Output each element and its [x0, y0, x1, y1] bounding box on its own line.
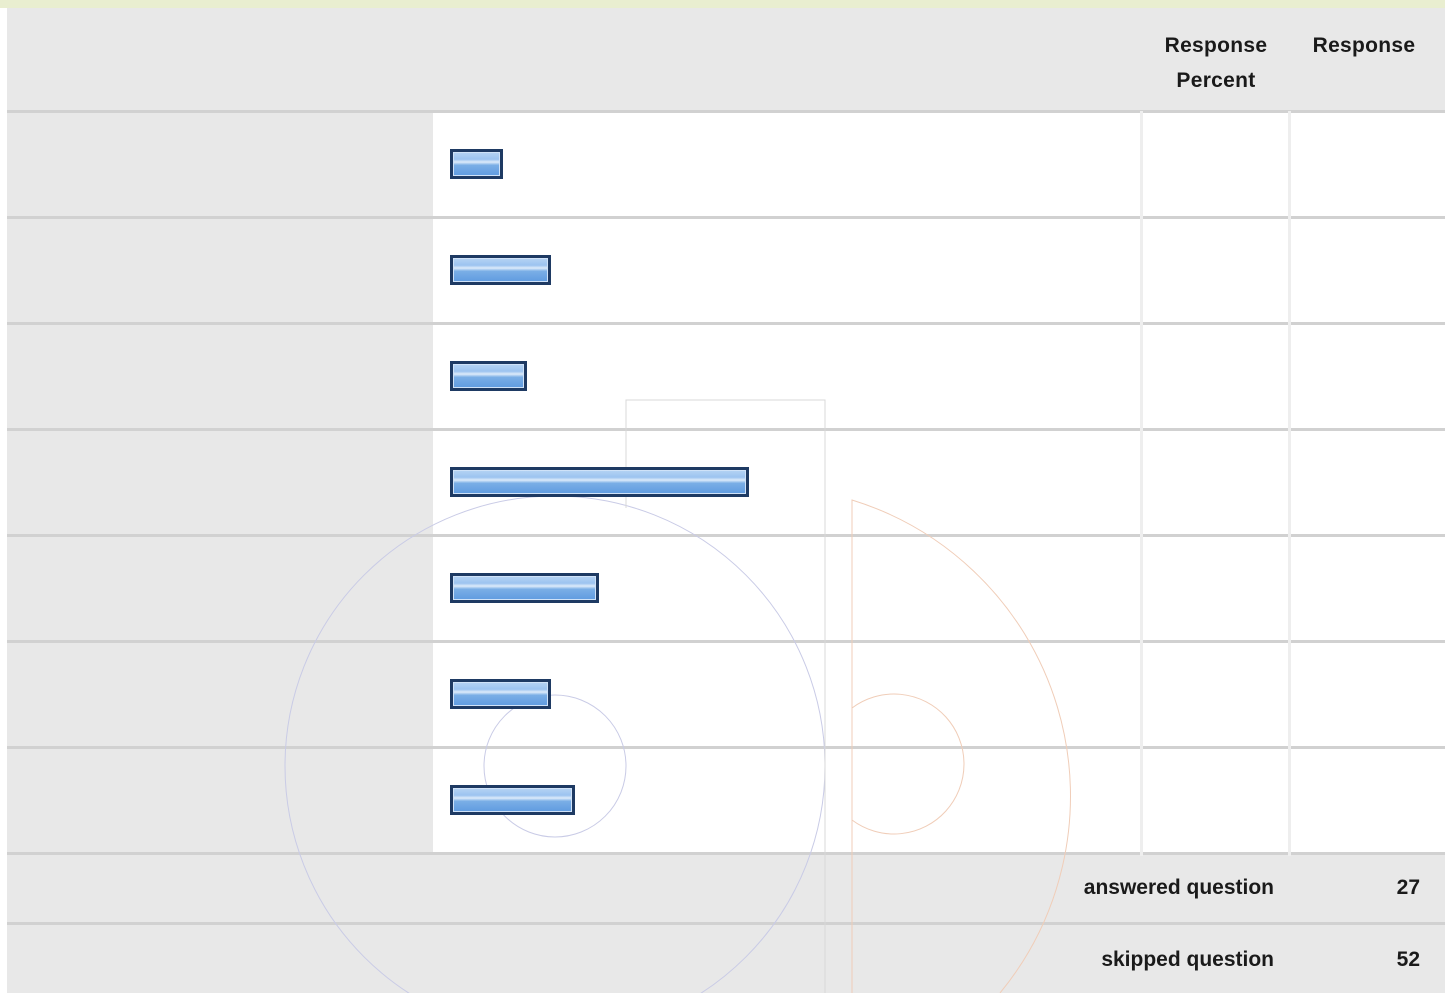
bar-5 — [450, 573, 599, 603]
row-divider — [7, 322, 1445, 325]
bar-2 — [450, 255, 551, 285]
column-header-response-percent: Response Percent — [1164, 34, 1268, 92]
answered-row: answered question 27 — [7, 856, 1445, 923]
row-plot-cell — [433, 749, 1445, 852]
row-plot-cell — [433, 325, 1445, 428]
skipped-row: skipped question 52 — [7, 925, 1445, 993]
header-divider — [7, 110, 1445, 113]
row-label-cell — [7, 537, 433, 640]
row-divider — [7, 216, 1445, 219]
row-divider — [7, 852, 1445, 855]
bar-6 — [450, 679, 551, 709]
column-header-response: Response — [1312, 34, 1416, 57]
row-label-cell — [7, 219, 433, 322]
row-label-cell — [7, 431, 433, 534]
chart-row — [7, 643, 1445, 749]
answered-question-label: answered question — [1083, 876, 1274, 899]
bar-1 — [450, 149, 503, 179]
bar-4 — [450, 467, 749, 497]
row-plot-cell — [433, 219, 1445, 322]
chart-row — [7, 537, 1445, 643]
chart-row — [7, 749, 1445, 855]
row-plot-cell — [433, 113, 1445, 216]
skipped-question-label: skipped question — [1101, 948, 1274, 971]
row-plot-cell — [433, 643, 1445, 746]
bar-7 — [450, 785, 575, 815]
skipped-question-count: 52 — [1396, 948, 1420, 971]
top-accent-strip — [0, 0, 1445, 8]
chart-row — [7, 325, 1445, 431]
bar-3 — [450, 361, 527, 391]
row-label-cell — [7, 113, 433, 216]
table-header — [7, 8, 1445, 111]
answered-question-count: 27 — [1396, 876, 1420, 899]
row-label-cell — [7, 643, 433, 746]
column-divider-percent — [1140, 111, 1143, 856]
column-divider-count — [1288, 111, 1291, 856]
row-label-cell — [7, 749, 433, 852]
chart-row — [7, 113, 1445, 219]
row-label-cell — [7, 325, 433, 428]
chart-row — [7, 219, 1445, 325]
